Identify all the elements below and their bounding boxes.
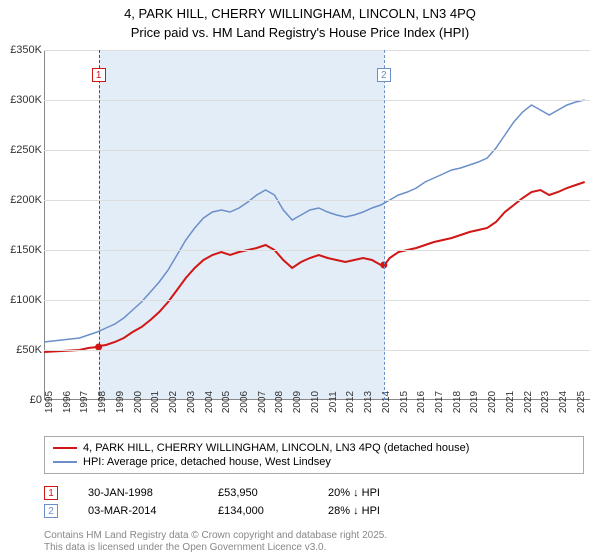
y-tick-label: £300K [10, 94, 42, 106]
datapoint-row: 2 03-MAR-2014 £134,000 28% ↓ HPI [44, 502, 418, 520]
legend-swatch [53, 447, 77, 449]
datapoint-marker: 1 [44, 486, 58, 500]
grid-line [44, 100, 590, 101]
x-tick-label: 2025 [576, 391, 587, 413]
series-hpi [44, 100, 585, 342]
footer-line2: This data is licensed under the Open Gov… [44, 542, 387, 554]
y-tick-label: £150K [10, 244, 42, 256]
datapoint-pct: 20% ↓ HPI [328, 487, 418, 499]
x-tick-label: 1996 [62, 391, 73, 413]
grid-line [44, 300, 590, 301]
x-tick-label: 2021 [505, 391, 516, 413]
footer-attribution: Contains HM Land Registry data © Crown c… [44, 530, 387, 554]
datapoint-price: £134,000 [218, 505, 298, 517]
x-tick-label: 2004 [204, 391, 215, 413]
x-tick-label: 1995 [44, 391, 55, 413]
x-tick-label: 2019 [469, 391, 480, 413]
x-tick-label: 2000 [133, 391, 144, 413]
y-tick-label: £0 [30, 394, 42, 406]
footer-line1: Contains HM Land Registry data © Crown c… [44, 530, 387, 542]
marker-line-2 [384, 50, 385, 400]
x-tick-label: 2005 [221, 391, 232, 413]
legend-row: HPI: Average price, detached house, West… [53, 455, 575, 469]
x-tick-label: 1999 [115, 391, 126, 413]
x-tick-label: 2009 [292, 391, 303, 413]
grid-line [44, 200, 590, 201]
x-tick-label: 1997 [79, 391, 90, 413]
datapoint-date: 30-JAN-1998 [88, 487, 188, 499]
datapoint-price: £53,950 [218, 487, 298, 499]
chart-title-line1: 4, PARK HILL, CHERRY WILLINGHAM, LINCOLN… [0, 0, 600, 25]
grid-line [44, 250, 590, 251]
x-tick-label: 2012 [345, 391, 356, 413]
x-tick-label: 2020 [487, 391, 498, 413]
y-tick-label: £50K [16, 344, 42, 356]
y-tick-label: £350K [10, 44, 42, 56]
datapoint-table: 1 30-JAN-1998 £53,950 20% ↓ HPI 2 03-MAR-2014… [44, 484, 418, 520]
y-tick-label: £250K [10, 144, 42, 156]
legend-label: HPI: Average price, detached house, West… [83, 456, 331, 468]
marker-line-1 [99, 50, 100, 400]
x-tick-label: 2008 [274, 391, 285, 413]
legend-label: 4, PARK HILL, CHERRY WILLINGHAM, LINCOLN… [83, 442, 469, 454]
x-tick-label: 2011 [328, 391, 339, 413]
legend-row: 4, PARK HILL, CHERRY WILLINGHAM, LINCOLN… [53, 441, 575, 455]
x-tick-label: 2002 [168, 391, 179, 413]
x-tick-label: 2001 [150, 391, 161, 413]
grid-line [44, 50, 590, 51]
x-tick-label: 2010 [310, 391, 321, 413]
x-tick-label: 2003 [186, 391, 197, 413]
datapoint-row: 1 30-JAN-1998 £53,950 20% ↓ HPI [44, 484, 418, 502]
x-tick-label: 2018 [452, 391, 463, 413]
x-tick-label: 2023 [540, 391, 551, 413]
marker-box-1: 1 [92, 68, 106, 82]
datapoint-marker: 2 [44, 504, 58, 518]
datapoint-pct: 28% ↓ HPI [328, 505, 418, 517]
x-tick-label: 2016 [416, 391, 427, 413]
x-tick-label: 2013 [363, 391, 374, 413]
chart-svg [44, 50, 590, 400]
datapoint-date: 03-MAR-2014 [88, 505, 188, 517]
chart-title-line2: Price paid vs. HM Land Registry's House … [0, 25, 600, 44]
x-tick-label: 2014 [381, 391, 392, 413]
marker-box-2: 2 [377, 68, 391, 82]
x-tick-label: 2015 [399, 391, 410, 413]
grid-line [44, 150, 590, 151]
legend-swatch [53, 461, 77, 463]
y-tick-label: £200K [10, 194, 42, 206]
x-tick-label: 2022 [523, 391, 534, 413]
x-tick-label: 2006 [239, 391, 250, 413]
legend: 4, PARK HILL, CHERRY WILLINGHAM, LINCOLN… [44, 436, 584, 474]
series-price_paid [44, 182, 585, 352]
x-tick-label: 2017 [434, 391, 445, 413]
y-tick-label: £100K [10, 294, 42, 306]
grid-line [44, 350, 590, 351]
x-tick-label: 2007 [257, 391, 268, 413]
x-tick-label: 2024 [558, 391, 569, 413]
